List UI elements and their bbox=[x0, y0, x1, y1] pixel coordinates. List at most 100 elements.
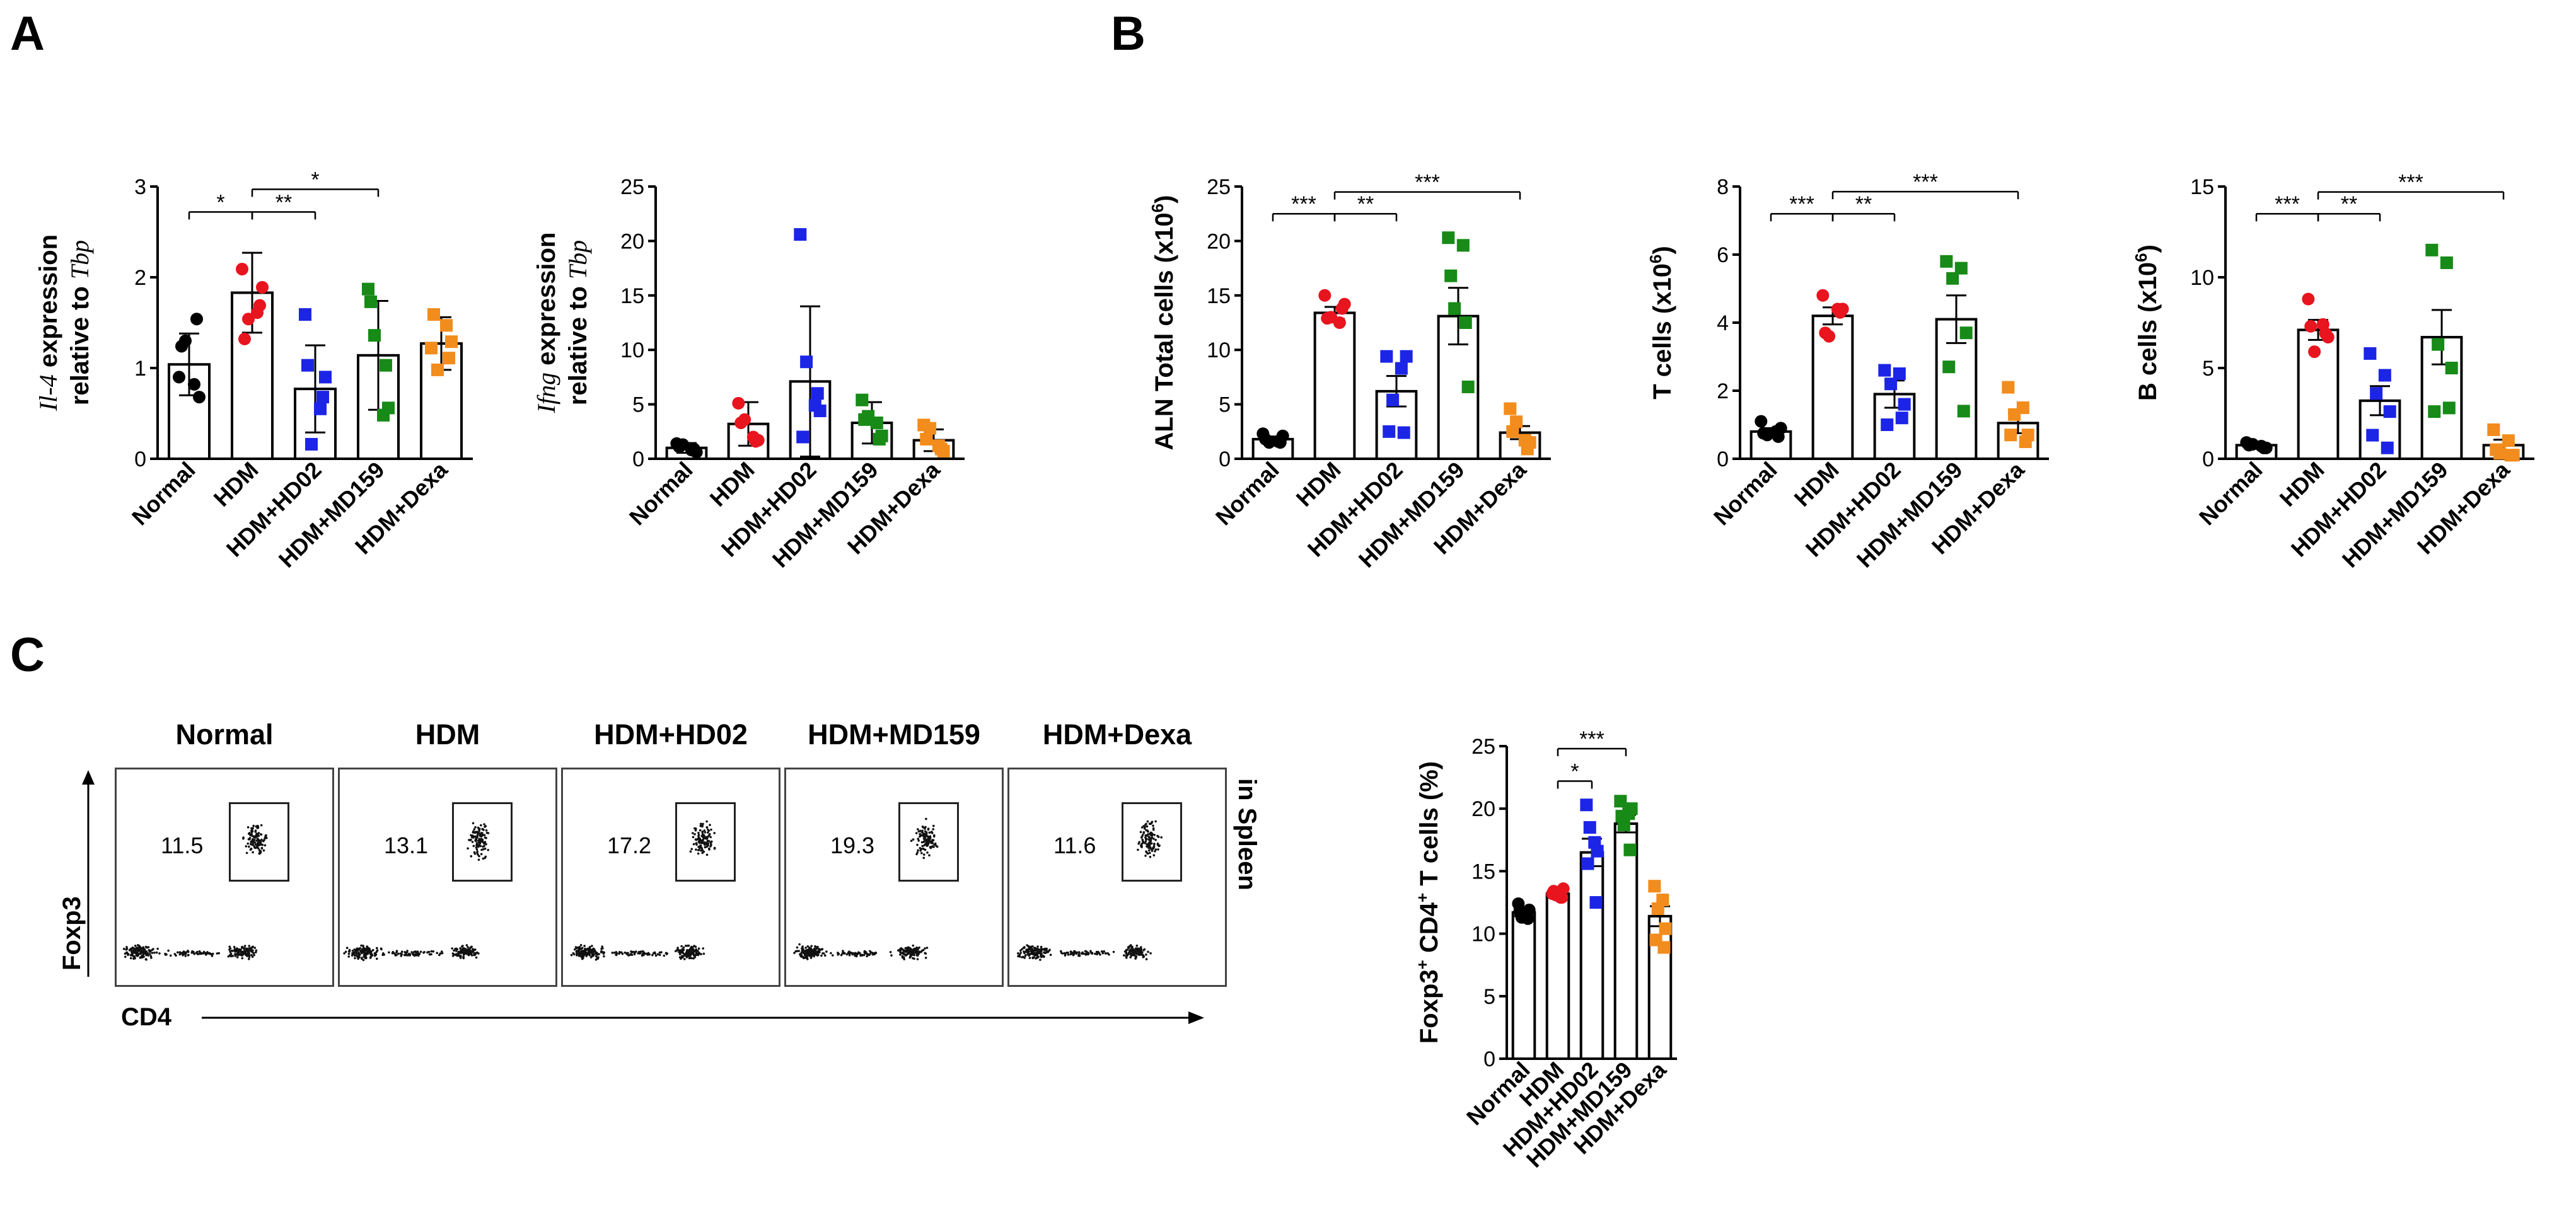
flow-dot bbox=[1091, 952, 1093, 955]
flow-dot bbox=[916, 851, 919, 854]
flow-dot bbox=[1031, 956, 1034, 959]
flow-dot bbox=[432, 950, 435, 953]
data-point bbox=[2304, 320, 2318, 333]
flow-dot bbox=[1148, 839, 1151, 841]
flow-dot bbox=[235, 947, 238, 950]
flow-dot bbox=[630, 953, 634, 956]
flow-dot bbox=[922, 832, 925, 835]
flow-dot bbox=[824, 954, 827, 957]
flow-dot bbox=[125, 947, 129, 950]
flow-dot bbox=[1067, 951, 1069, 954]
flow-dot bbox=[702, 947, 704, 950]
data-point bbox=[2428, 405, 2441, 418]
flow-dot bbox=[932, 824, 935, 827]
flow-dot bbox=[678, 953, 682, 955]
flow-dot bbox=[685, 952, 688, 955]
data-point bbox=[1898, 398, 1911, 411]
data-point bbox=[1521, 912, 1535, 925]
flow-dot bbox=[689, 850, 692, 853]
flow-dot bbox=[693, 833, 696, 836]
flow-dot bbox=[167, 949, 170, 952]
data-point bbox=[2490, 443, 2503, 456]
flow-dot bbox=[146, 952, 149, 955]
flow-dot bbox=[1104, 952, 1107, 955]
flow-dot bbox=[1134, 952, 1137, 955]
flow-dot bbox=[923, 840, 925, 843]
tissue-label: in Spleen bbox=[1233, 778, 1261, 890]
flow-dot bbox=[683, 953, 686, 955]
flow-dot bbox=[1031, 950, 1033, 953]
flow-dot bbox=[709, 836, 712, 839]
flow-dot bbox=[917, 838, 919, 840]
data-point bbox=[316, 391, 329, 404]
flow-dot bbox=[589, 956, 593, 959]
flow-dot bbox=[252, 824, 255, 827]
data-point bbox=[1959, 326, 1973, 340]
flow-dot bbox=[581, 947, 584, 949]
data-point bbox=[1442, 231, 1455, 245]
flow-dot bbox=[803, 952, 806, 955]
flow-title-hdm: HDM bbox=[415, 718, 480, 751]
y-tick-label: 25 bbox=[1471, 735, 1495, 759]
flow-dot bbox=[241, 953, 245, 956]
data-point bbox=[1448, 302, 1461, 315]
flow-dot bbox=[475, 843, 479, 845]
flow-dot bbox=[689, 957, 692, 959]
flow-dot bbox=[889, 951, 892, 953]
flow-dot bbox=[359, 947, 361, 950]
flow-dot bbox=[482, 834, 484, 836]
flow-dot bbox=[810, 945, 813, 948]
flow-dot bbox=[1132, 953, 1135, 956]
flow-dot bbox=[1040, 952, 1043, 955]
flow-dot bbox=[440, 950, 443, 953]
flow-dot bbox=[695, 843, 698, 846]
flow-dot bbox=[474, 948, 477, 951]
flow-dot bbox=[134, 957, 136, 960]
flow-dot bbox=[1078, 951, 1081, 953]
data-point bbox=[2502, 434, 2515, 447]
flow-dot bbox=[925, 947, 929, 949]
flow-dot bbox=[1096, 953, 1098, 955]
flow-dot bbox=[581, 957, 584, 960]
flow-dot bbox=[676, 948, 678, 952]
flow-dot bbox=[1060, 952, 1063, 954]
flow-dot bbox=[701, 832, 704, 836]
y-tick-label: 8 bbox=[1717, 175, 1729, 199]
flow-dot bbox=[931, 845, 934, 848]
data-point bbox=[794, 228, 807, 241]
flow-dot bbox=[574, 946, 577, 948]
flow-dot bbox=[1044, 952, 1047, 954]
flow-dot bbox=[260, 824, 263, 827]
flow-dot bbox=[475, 848, 479, 851]
flow-dot bbox=[611, 952, 614, 954]
flow-dot bbox=[483, 823, 485, 826]
flow-dot bbox=[682, 948, 685, 952]
data-point bbox=[1259, 432, 1272, 446]
flow-dot bbox=[357, 953, 360, 955]
panel-label-a: A bbox=[10, 7, 45, 60]
flow-dot bbox=[911, 953, 914, 956]
flow-dot bbox=[252, 841, 255, 844]
flow-dot bbox=[1151, 833, 1154, 836]
flow-gate bbox=[452, 802, 513, 882]
sig-label: * bbox=[311, 168, 319, 192]
flow-dot bbox=[1144, 836, 1147, 839]
flow-dot bbox=[262, 839, 265, 843]
flow-dot bbox=[658, 951, 661, 954]
flow-dot bbox=[917, 948, 919, 951]
flow-dot bbox=[922, 847, 924, 850]
flow-dot bbox=[603, 955, 605, 958]
data-point bbox=[2442, 401, 2456, 415]
flow-dot bbox=[591, 945, 593, 947]
flow-dot bbox=[1154, 848, 1157, 851]
flow-dot bbox=[680, 945, 683, 948]
y-tick-label: 20 bbox=[620, 229, 644, 253]
y-tick-label: 15 bbox=[620, 284, 644, 308]
flow-dot bbox=[1152, 838, 1155, 840]
data-point bbox=[1521, 442, 1534, 456]
flow-dot bbox=[698, 848, 700, 851]
flow-dot bbox=[439, 952, 442, 955]
flow-dot bbox=[228, 948, 231, 951]
data-point bbox=[1957, 405, 1970, 418]
